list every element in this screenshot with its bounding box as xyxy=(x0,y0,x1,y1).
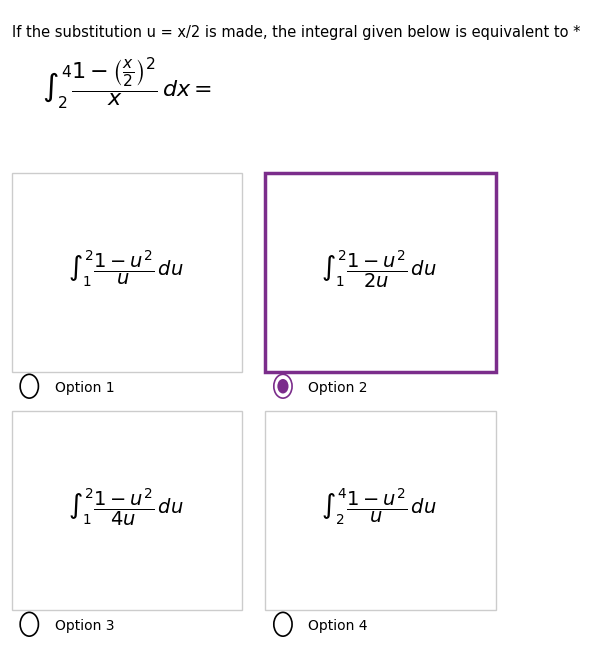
FancyBboxPatch shape xyxy=(12,411,242,610)
FancyBboxPatch shape xyxy=(265,411,496,610)
Circle shape xyxy=(20,612,39,636)
Circle shape xyxy=(274,374,292,398)
Circle shape xyxy=(277,379,289,394)
Text: $\int_1^2 \dfrac{1-u^2}{4u}\,du$: $\int_1^2 \dfrac{1-u^2}{4u}\,du$ xyxy=(68,486,183,529)
Text: $\int_1^2 \dfrac{1-u^2}{u}\,du$: $\int_1^2 \dfrac{1-u^2}{u}\,du$ xyxy=(68,249,183,290)
Text: Option 4: Option 4 xyxy=(308,620,368,633)
FancyBboxPatch shape xyxy=(12,173,242,372)
Text: $\int_2^4 \dfrac{1 - \left(\frac{x}{2}\right)^2}{x}\,dx =$: $\int_2^4 \dfrac{1 - \left(\frac{x}{2}\r… xyxy=(42,56,212,112)
Circle shape xyxy=(20,374,39,398)
FancyBboxPatch shape xyxy=(265,173,496,372)
Text: Option 1: Option 1 xyxy=(55,381,114,395)
Text: $\int_1^2 \dfrac{1-u^2}{2u}\,du$: $\int_1^2 \dfrac{1-u^2}{2u}\,du$ xyxy=(321,248,437,290)
Text: If the substitution u = x/2 is made, the integral given below is equivalent to *: If the substitution u = x/2 is made, the… xyxy=(12,25,580,40)
Circle shape xyxy=(274,612,292,636)
Text: Option 2: Option 2 xyxy=(308,381,368,395)
Text: Option 3: Option 3 xyxy=(55,620,114,633)
Text: $\int_2^4 \dfrac{1-u^2}{u}\,du$: $\int_2^4 \dfrac{1-u^2}{u}\,du$ xyxy=(321,487,437,527)
